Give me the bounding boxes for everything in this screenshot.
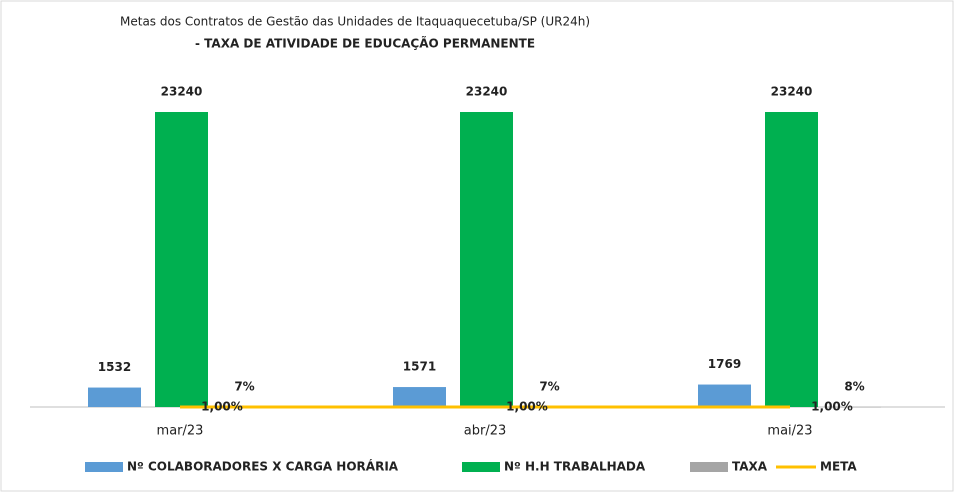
legend-label: Nº H.H TRABALHADA: [504, 460, 646, 474]
data-label: 8%: [844, 379, 864, 393]
x-tick-label: mai/23: [767, 424, 812, 439]
data-label: 1532: [98, 360, 131, 374]
bar: [393, 387, 446, 407]
data-label: 1,00%: [201, 399, 243, 413]
legend-label: Nº COLABORADORES X CARGA HORÁRIA: [127, 459, 399, 474]
data-label: 7%: [234, 379, 254, 393]
bar: [765, 112, 818, 407]
data-label: 23240: [161, 85, 203, 99]
data-label: 1,00%: [506, 399, 548, 413]
bar: [698, 384, 751, 407]
chart-title: Metas dos Contratos de Gestão das Unidad…: [120, 15, 590, 29]
bar: [88, 387, 141, 407]
bar: [155, 112, 208, 407]
data-label: 1571: [403, 360, 436, 374]
legend-swatch: [462, 462, 500, 472]
data-label: 1769: [708, 357, 741, 371]
data-label: 23240: [466, 85, 508, 99]
x-tick-label: abr/23: [464, 424, 507, 439]
legend-label: TAXA: [732, 460, 768, 474]
data-label: 1,00%: [811, 399, 853, 413]
legend-swatch: [690, 462, 728, 472]
data-label: 23240: [771, 85, 813, 99]
chart-subtitle: - TAXA DE ATIVIDADE DE EDUCAÇÃO PERMANEN…: [195, 36, 535, 51]
bar: [828, 406, 881, 408]
legend-label: META: [820, 460, 857, 474]
data-label: 7%: [539, 379, 559, 393]
bar: [460, 112, 513, 407]
x-tick-label: mar/23: [157, 424, 204, 439]
legend-swatch: [85, 462, 123, 472]
